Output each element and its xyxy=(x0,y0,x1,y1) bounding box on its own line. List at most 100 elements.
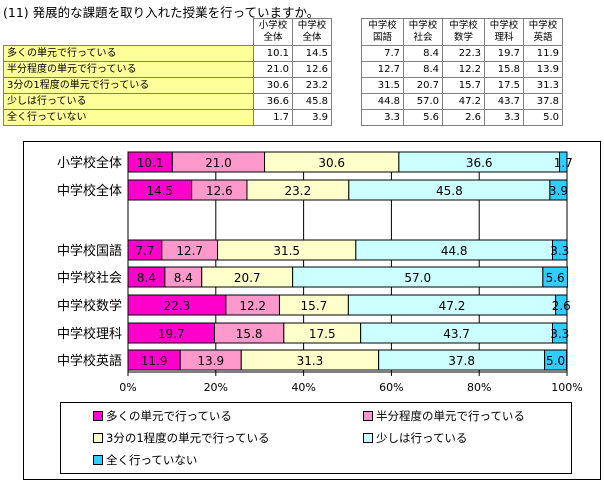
header-line: 小学校 xyxy=(258,20,288,31)
table-cell: 8.4 xyxy=(403,45,443,62)
table-header-cell: 中学校 全体 xyxy=(292,18,332,46)
data-label: 5.6 xyxy=(546,271,565,285)
header-line: 中学校 xyxy=(489,20,519,31)
table-cell: 5.0 xyxy=(523,109,563,126)
table-header-cell: 中学校 国語 xyxy=(361,18,404,46)
bar-segment xyxy=(544,349,568,371)
stacked-bar-chart: 0% 20% 40% 60% 80% 100% 小学校全体 10.1 21.0 30.6 36.6 1… xyxy=(57,151,583,394)
header-line: 中学校 xyxy=(449,20,478,31)
table-cell: 57.0 xyxy=(403,93,443,110)
data-label: 15.7 xyxy=(301,299,328,313)
table-cell: 30.6 xyxy=(253,77,293,94)
data-label: 14.5 xyxy=(146,184,173,198)
header-line: 国語 xyxy=(372,32,392,43)
table-cell: 31.5 xyxy=(361,77,404,94)
data-label: 11.9 xyxy=(141,354,168,368)
data-label: 44.8 xyxy=(441,244,468,258)
table-cell: 7.7 xyxy=(361,45,404,62)
table-cell: 3.3 xyxy=(484,109,524,126)
data-label: 31.3 xyxy=(297,354,324,368)
data-label: 10.1 xyxy=(137,156,164,170)
table-cell: 36.6 xyxy=(253,93,293,110)
table-cell: 12.2 xyxy=(442,61,485,78)
table-header-row: 小学校 全体 中学校 全体 中学校 国語 中学校 社会 中学校 数学 中学校 理科 中学校英… xyxy=(3,18,563,46)
table-cell: 19.7 xyxy=(484,45,524,62)
table-gap xyxy=(331,93,362,110)
data-label: 13.9 xyxy=(197,354,224,368)
table-header-cell: 中学校 英語 xyxy=(523,18,563,46)
legend-swatch xyxy=(93,411,103,421)
bar-segment xyxy=(542,266,568,288)
table-corner xyxy=(3,18,254,46)
data-table: 小学校 全体 中学校 全体 中学校 国語 中学校 社会 中学校 数学 中学校 理科 中学校英… xyxy=(3,18,563,126)
data-label: 45.8 xyxy=(436,184,463,198)
data-label: 19.7 xyxy=(158,327,185,341)
table-gap xyxy=(331,77,362,94)
table-cell: 17.5 xyxy=(484,77,524,94)
bar-segment xyxy=(559,151,568,173)
table-row: 少しは行っている 36.6 45.8 44.8 57.0 47.2 43.7 3… xyxy=(3,93,563,110)
table-cell: 5.6 xyxy=(403,109,443,126)
table-gap xyxy=(331,18,362,46)
table-cell: 3.3 xyxy=(361,109,404,126)
table-row: 全く行っていない 1.7 3.9 3.3 5.6 2.6 3.3 5.0 xyxy=(3,109,563,126)
header-line: 全体 xyxy=(302,32,322,43)
chart-legend: 多くの単元で行っている 半分程度の単元で行っている 3分の1程度の単元で行ってい… xyxy=(60,402,572,474)
legend-label: 半分程度の単元で行っている xyxy=(376,409,525,423)
header-line: 中学校 xyxy=(408,20,438,31)
data-label: 57.0 xyxy=(404,271,431,285)
data-label: 20.7 xyxy=(234,271,261,285)
header-line: 社会 xyxy=(413,32,433,43)
table-cell: 15.8 xyxy=(484,61,524,78)
legend-item: 3分の1程度の単元で行っている xyxy=(93,430,270,446)
data-label: 5.0 xyxy=(546,354,565,368)
x-tick-label: 100% xyxy=(551,381,582,394)
data-label: 15.8 xyxy=(236,327,263,341)
table-header-cell: 中学校 理科 xyxy=(484,18,524,46)
table-cell: 20.7 xyxy=(403,77,443,94)
data-label: 36.6 xyxy=(466,156,493,170)
table-cell: 12.6 xyxy=(292,61,332,78)
data-label: 12.2 xyxy=(239,299,266,313)
category-label: 中学校数学 xyxy=(57,298,122,314)
data-label: 3.9 xyxy=(549,184,568,198)
data-label: 21.0 xyxy=(205,156,232,170)
header-line: 全体 xyxy=(263,32,283,43)
data-label: 2.6 xyxy=(552,299,571,313)
x-tick-label: 60% xyxy=(379,381,403,394)
table-cell: 43.7 xyxy=(484,93,524,110)
table-row: 多くの単元で行っている 10.1 14.5 7.7 8.4 22.3 19.7 … xyxy=(3,45,563,62)
legend-label: 多くの単元で行っている xyxy=(106,409,232,423)
data-label: 12.6 xyxy=(206,184,233,198)
data-label: 47.2 xyxy=(439,299,466,313)
bar-segment xyxy=(552,322,568,344)
table-cell: 15.7 xyxy=(442,77,485,94)
bar-segment xyxy=(555,294,568,316)
data-label: 8.4 xyxy=(174,271,193,285)
category-label: 中学校理科 xyxy=(57,326,122,342)
data-label: 23.2 xyxy=(285,184,312,198)
row-label: 少しは行っている xyxy=(3,93,254,110)
legend-item: 全く行っていない xyxy=(93,452,197,468)
data-label: 8.4 xyxy=(137,271,156,285)
x-tick-label: 20% xyxy=(204,381,228,394)
table-cell: 31.3 xyxy=(523,77,563,94)
table-cell: 11.9 xyxy=(523,45,563,62)
category-label: 中学校国語 xyxy=(57,243,122,259)
row-label: 全く行っていない xyxy=(3,109,254,126)
table-cell: 2.6 xyxy=(442,109,485,126)
header-line: 中学校 xyxy=(297,20,327,31)
table-row: 半分程度の単元で行っている 21.0 12.6 12.7 8.4 12.2 15… xyxy=(3,61,563,78)
table-cell: 21.0 xyxy=(253,61,293,78)
table-cell: 12.7 xyxy=(361,61,404,78)
x-tick-label: 40% xyxy=(291,381,315,394)
category-label: 中学校英語 xyxy=(57,353,122,369)
page-title: (11) 発展的な課題を取り入れた授業を行っていますか。 xyxy=(3,5,320,20)
category-label: 小学校全体 xyxy=(57,155,122,171)
data-label: 22.3 xyxy=(164,299,191,313)
legend-label: 少しは行っている xyxy=(376,431,468,445)
header-line: 数学 xyxy=(453,32,473,43)
table-gap xyxy=(331,45,362,62)
table-row: 3分の1程度の単元で行っている 30.6 23.2 31.5 20.7 15.7… xyxy=(3,77,563,94)
row-label: 3分の1程度の単元で行っている xyxy=(3,77,254,94)
